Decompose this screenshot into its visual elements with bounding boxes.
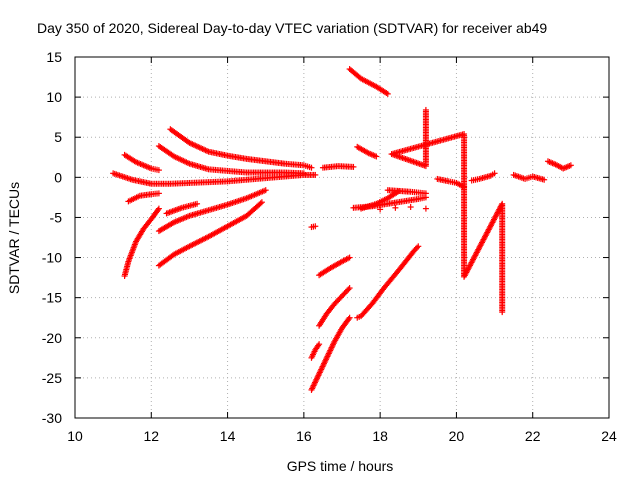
x-tick-label: 16: [296, 428, 312, 444]
y-tick-label: 5: [54, 129, 62, 145]
data-point: [346, 254, 353, 261]
data-point: [312, 223, 319, 230]
data-point: [350, 163, 357, 170]
x-tick-label: 18: [372, 428, 388, 444]
data-point-fill: [345, 286, 352, 293]
data-point-fill: [345, 316, 352, 323]
data-point: [155, 205, 162, 212]
data-point: [308, 164, 315, 171]
y-tick-label: -10: [42, 250, 62, 266]
y-tick-label: -25: [42, 370, 62, 386]
data-point-fill: [414, 244, 421, 251]
data-point: [377, 206, 384, 213]
y-tick-label: -30: [42, 410, 62, 426]
data-point: [312, 171, 319, 178]
data-point-fill: [257, 200, 264, 207]
data-point: [373, 153, 380, 160]
data-point: [258, 199, 265, 206]
x-tick-labels: 10 12 14 16 18 20 22 24: [67, 428, 617, 444]
data-point: [155, 167, 162, 174]
data-point: [461, 183, 468, 190]
data-points: [110, 66, 574, 393]
y-tick-label: -5: [50, 209, 63, 225]
plot-frame: [74, 56, 610, 419]
data-point: [392, 204, 399, 211]
y-tick-label: -15: [42, 290, 62, 306]
x-tick-label: 24: [601, 428, 617, 444]
data-point: [262, 187, 269, 194]
data-point: [415, 243, 422, 250]
data-point: [567, 162, 574, 169]
data-point: [422, 190, 429, 197]
data-point: [316, 341, 323, 348]
data-point: [541, 176, 548, 183]
data-point: [346, 285, 353, 292]
data-point: [384, 90, 391, 97]
y-tick-label: -20: [42, 330, 62, 346]
data-point: [422, 205, 429, 212]
data-point: [346, 314, 353, 321]
x-tick-label: 14: [220, 428, 236, 444]
y-tick-label: 15: [46, 49, 62, 65]
data-point: [491, 170, 498, 177]
data-point: [499, 309, 506, 316]
data-point: [300, 170, 307, 177]
y-tick-label: 0: [54, 169, 62, 185]
grid-lines: [75, 57, 609, 418]
x-axis-label: GPS time / hours: [287, 458, 394, 474]
x-tick-label: 22: [525, 428, 541, 444]
data-point-fill: [154, 206, 161, 213]
data-point: [407, 204, 414, 211]
y-tick-label: 10: [46, 89, 62, 105]
x-tick-label: 20: [449, 428, 465, 444]
data-point: [194, 200, 201, 207]
x-tick-label: 10: [67, 428, 83, 444]
chart-title: Day 350 of 2020, Sidereal Day-to-day VTE…: [37, 20, 547, 36]
y-tick-labels: -30 -25 -20 -15 -10 -5 0 5 10 15: [42, 49, 62, 426]
axis-ticks: [74, 56, 610, 419]
x-tick-label: 12: [143, 428, 159, 444]
data-point: [155, 190, 162, 197]
y-axis-label: SDTVAR / TECUs: [6, 182, 22, 294]
